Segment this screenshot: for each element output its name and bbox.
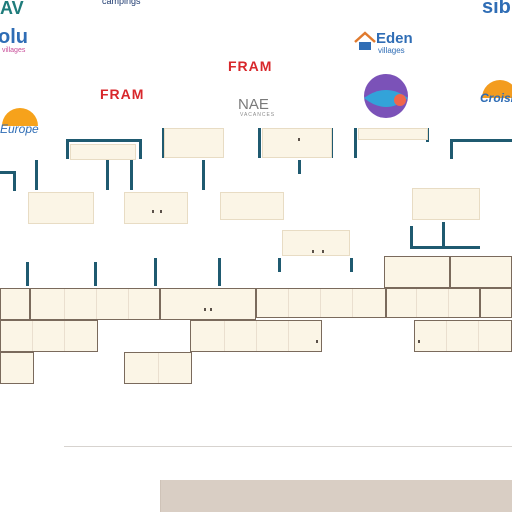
frame-post bbox=[202, 160, 205, 190]
cabinet-panel bbox=[160, 288, 256, 320]
fram-logo-top: FRAM bbox=[228, 58, 273, 74]
cabinet-knob bbox=[210, 308, 212, 311]
nae-logo: NAE bbox=[238, 96, 269, 113]
cabinet-divider bbox=[64, 321, 65, 351]
cabinet-panel bbox=[414, 320, 512, 352]
cabinet-knob bbox=[298, 138, 300, 141]
cabinet-panel bbox=[220, 192, 284, 220]
frame-post bbox=[218, 258, 221, 286]
croisi-sun-icon bbox=[482, 80, 512, 98]
cabinet-panel bbox=[282, 230, 350, 256]
cabinet-panel bbox=[256, 288, 386, 318]
fram-logo-mid: FRAM bbox=[100, 86, 145, 102]
olu-villages-text: villages bbox=[2, 47, 26, 54]
frame-post bbox=[154, 258, 157, 286]
frame-post bbox=[94, 262, 97, 286]
frame-post bbox=[35, 160, 38, 190]
frame-post bbox=[13, 171, 16, 191]
frame-rail bbox=[0, 171, 16, 174]
europe-sun-icon bbox=[2, 108, 38, 126]
cabinet-panel bbox=[0, 288, 30, 320]
frame-post bbox=[450, 139, 453, 159]
frame-post bbox=[354, 128, 357, 158]
olu-logo: olu bbox=[0, 26, 28, 48]
eden-house-icon bbox=[354, 31, 376, 50]
frame-post bbox=[66, 139, 69, 159]
eden-title: Eden bbox=[376, 30, 413, 47]
cabinet-panel bbox=[262, 128, 332, 158]
cabinet-panel bbox=[164, 128, 224, 158]
cabinet-panel bbox=[28, 192, 94, 224]
eden-sub: villages bbox=[378, 46, 405, 55]
cabinet-panel bbox=[30, 288, 160, 320]
sib-logo: sib bbox=[482, 0, 511, 18]
cabinet-panel bbox=[480, 288, 512, 318]
frame-post bbox=[278, 258, 281, 272]
cabinet-divider bbox=[96, 289, 97, 319]
cabinet-knob bbox=[152, 210, 154, 213]
frame-post bbox=[130, 160, 133, 190]
cabinet-divider bbox=[446, 321, 447, 351]
cabinet-divider bbox=[288, 289, 289, 317]
frame-post bbox=[258, 128, 261, 158]
frame-post bbox=[442, 222, 445, 248]
frame-post bbox=[26, 262, 29, 286]
cabinet-divider bbox=[256, 321, 257, 351]
cabinet-knob bbox=[204, 308, 206, 311]
frame-rail bbox=[410, 246, 480, 249]
cabinet-divider bbox=[64, 289, 65, 319]
cabinet-panel bbox=[0, 320, 98, 352]
frame-rail bbox=[66, 139, 142, 142]
wave-emblem-icon bbox=[364, 74, 408, 118]
frame-post bbox=[410, 226, 413, 246]
frame-post bbox=[139, 139, 142, 159]
footer-panel bbox=[160, 480, 512, 512]
frame-rail bbox=[450, 139, 512, 142]
frame-post bbox=[298, 160, 301, 174]
cabinet-divider bbox=[416, 289, 417, 317]
campings-logo: campings bbox=[102, 0, 141, 6]
cabinet-divider bbox=[478, 321, 479, 351]
cabinet-panel bbox=[70, 144, 136, 160]
cabinet-panel bbox=[358, 128, 428, 140]
cabinet-knob bbox=[160, 210, 162, 213]
cabinet-divider bbox=[352, 289, 353, 317]
cabinet-panel bbox=[450, 256, 512, 288]
cabinet-divider bbox=[320, 289, 321, 317]
nae-sub: VACANCES bbox=[240, 112, 276, 118]
cabinet-divider bbox=[288, 321, 289, 351]
cabinet-divider bbox=[448, 289, 449, 317]
frame-post bbox=[162, 128, 165, 158]
cabinet-knob bbox=[312, 250, 314, 253]
europe-logo: Europe bbox=[0, 122, 39, 136]
cabinet-divider bbox=[224, 321, 225, 351]
cabinet-panel bbox=[386, 288, 480, 318]
av-logo: AV bbox=[0, 0, 24, 18]
cabinet-divider bbox=[158, 353, 159, 383]
cabinet-panel bbox=[124, 192, 188, 224]
cabinet-panel bbox=[384, 256, 450, 288]
cabinet-panel bbox=[412, 188, 480, 220]
cabinet-knob bbox=[316, 340, 318, 343]
cabinet-panel bbox=[0, 352, 34, 384]
horizontal-divider bbox=[64, 446, 512, 447]
cabinet-divider bbox=[128, 289, 129, 319]
frame-post bbox=[106, 160, 109, 190]
cabinet-knob bbox=[322, 250, 324, 253]
cabinet-divider bbox=[32, 321, 33, 351]
croisi-logo: Croisi bbox=[480, 91, 512, 105]
cabinet-knob bbox=[418, 340, 420, 343]
frame-post bbox=[350, 258, 353, 272]
